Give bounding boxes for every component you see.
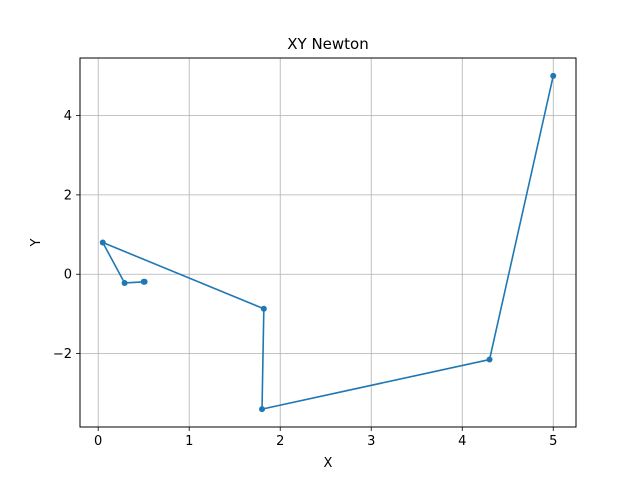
y-axis-label: Y bbox=[29, 238, 44, 247]
x-tick-label: 4 bbox=[458, 434, 466, 449]
x-tick-label: 3 bbox=[367, 434, 375, 449]
grid bbox=[80, 58, 576, 427]
x-tick-label: 1 bbox=[185, 434, 193, 449]
data-point bbox=[140, 278, 147, 285]
data-point bbox=[260, 305, 267, 312]
y-tick-label: 2 bbox=[64, 188, 72, 203]
x-axis-ticks: 0 1 2 3 4 5 bbox=[94, 427, 557, 449]
x-tick-label: 2 bbox=[276, 434, 284, 449]
data-marker-layer bbox=[99, 72, 557, 413]
x-tick-label: 5 bbox=[549, 434, 557, 449]
data-point bbox=[259, 406, 266, 413]
y-tick-label: −2 bbox=[53, 347, 72, 362]
data-point bbox=[550, 72, 557, 79]
data-point bbox=[99, 239, 106, 246]
data-point bbox=[486, 356, 493, 363]
y-axis-ticks: −2 0 2 4 bbox=[53, 109, 80, 362]
x-tick-label: 0 bbox=[94, 434, 102, 449]
data-point bbox=[121, 279, 128, 286]
plot-area-frame bbox=[79, 57, 577, 428]
chart-title: XY Newton bbox=[287, 35, 369, 53]
y-tick-label: 0 bbox=[64, 268, 72, 283]
x-axis-label: X bbox=[324, 456, 333, 471]
y-tick-label: 4 bbox=[64, 109, 72, 124]
